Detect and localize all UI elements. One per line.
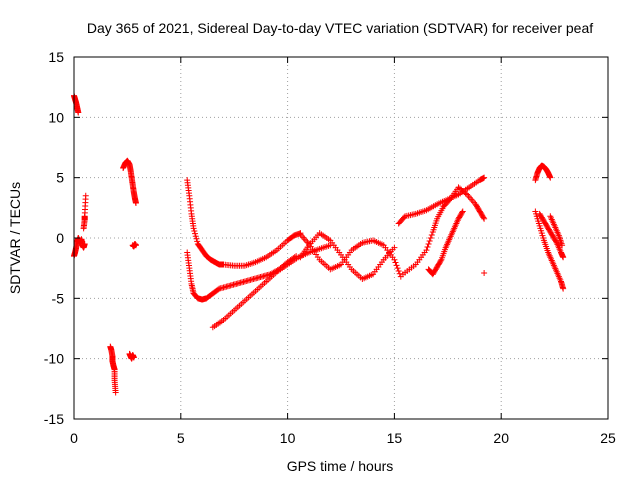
x-axis-label: GPS time / hours [287,458,394,474]
data-point [427,235,434,241]
data-point [424,244,431,251]
y-axis-label: SDTVAR / TECUs [7,182,23,294]
data-point [426,238,433,245]
data-point [81,241,88,248]
data-point [425,241,432,248]
y-tick-label: 5 [56,170,64,186]
series-track-E [297,231,404,280]
data-point [428,231,435,238]
data-point [445,197,452,204]
series-tail-a [532,208,567,292]
series-early-sparse [80,192,89,232]
series-dip-b [126,350,137,362]
data-point [392,259,399,266]
data-point [192,233,199,240]
data-point [190,225,197,232]
data-points [71,92,567,396]
data-point [132,200,139,207]
series-track-C [209,242,334,331]
data-point [130,354,137,361]
x-tick-labels: 0 5 10 15 20 25 [70,430,616,446]
data-point [481,269,488,276]
data-point [437,257,444,264]
data-point [459,209,466,216]
x-tick-label: 5 [177,430,185,446]
series-track-D [297,230,398,283]
y-tick-label: -5 [52,290,65,306]
data-point [193,235,200,242]
data-point [480,214,487,221]
x-tick-label: 10 [280,430,296,446]
series-tail-c [547,213,566,249]
grid-lines [74,57,608,419]
y-tick-label: 0 [56,230,64,246]
series-arc-2.8 [129,241,139,250]
data-point [75,109,82,116]
y-tick-label: 15 [48,49,64,65]
data-point [394,265,401,272]
series-early-low-cluster [71,235,88,260]
series-early-high [71,92,82,116]
y-tick-label: -10 [44,351,64,367]
x-tick-label: 15 [387,430,403,446]
data-point [391,244,398,251]
series-outlier [481,269,488,276]
data-point [395,267,402,274]
series-dip [107,343,119,396]
data-point [112,389,119,396]
x-tick-label: 20 [493,430,509,446]
data-point [132,242,139,249]
y-tick-label: 10 [48,109,64,125]
series-track-H [425,208,466,278]
axis-ticks [73,56,609,420]
data-point [82,192,89,199]
data-point [393,262,400,269]
data-point [391,256,398,263]
data-point [462,190,469,197]
data-point [459,208,466,215]
data-point [547,174,554,181]
chart-title: Day 365 of 2021, Sidereal Day-to-day VTE… [87,20,593,36]
series-track-B [184,249,300,303]
data-point [559,242,566,249]
data-point [194,238,201,245]
x-tick-label: 25 [600,430,616,446]
data-point [481,215,488,222]
data-point [560,285,567,292]
series-track-G [399,184,488,278]
data-point [423,247,430,254]
data-point [191,227,198,234]
data-point [192,230,199,237]
y-tick-labels: -15 -10 -5 0 5 10 15 [44,49,64,427]
series-track-A [184,177,304,269]
y-tick-label: -15 [44,411,64,427]
data-point [560,254,567,261]
series-arc-21.9 [532,162,554,184]
data-point [481,174,488,181]
x-tick-label: 0 [70,430,78,446]
series-arc-2.5 [120,157,139,207]
